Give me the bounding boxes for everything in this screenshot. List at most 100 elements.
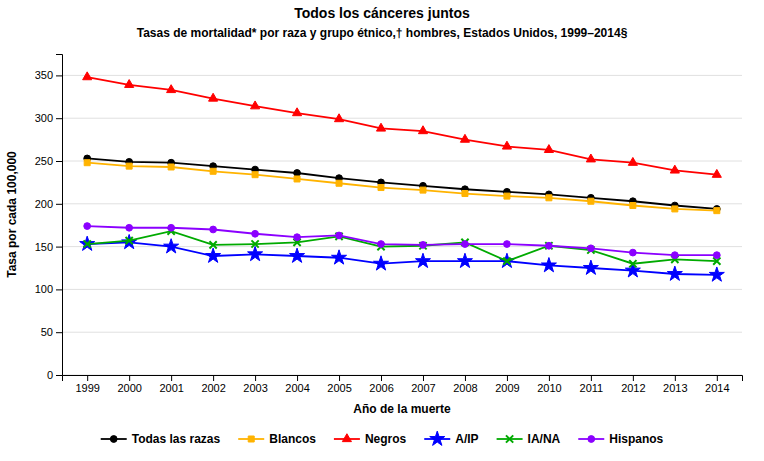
- x-axis-label: Año de la muerte: [353, 402, 451, 416]
- point: [503, 258, 510, 265]
- tick-label: 2007: [411, 382, 435, 394]
- tick-mark: [87, 375, 88, 381]
- y-axis: 050100150200250300350: [35, 55, 63, 382]
- point: [714, 208, 720, 214]
- tick-mark: [255, 375, 256, 381]
- point: [210, 168, 216, 174]
- legend-label: IA/NA: [528, 432, 561, 446]
- tick-label: 50: [41, 326, 53, 338]
- legend: Todas las razasBlancosNegrosA/IPIA/NAHis…: [101, 431, 664, 446]
- line: [87, 77, 717, 175]
- legend-item: Blancos: [238, 432, 316, 446]
- legend-label: A/IP: [455, 432, 478, 446]
- point: [462, 191, 468, 197]
- point: [294, 170, 301, 177]
- tick-label: 150: [35, 241, 53, 253]
- tick: 2014: [705, 375, 729, 394]
- tick-label: 2012: [621, 382, 645, 394]
- tick-label: 2004: [285, 382, 309, 394]
- tick-mark: [297, 375, 298, 381]
- series: [84, 155, 720, 212]
- point: [588, 198, 594, 204]
- tick: 2008: [453, 375, 477, 394]
- line: [87, 226, 717, 255]
- point: [209, 241, 216, 248]
- point: [332, 250, 347, 264]
- tick-label: 2005: [327, 382, 351, 394]
- tick: 150: [35, 241, 62, 253]
- point: [709, 267, 724, 281]
- point: [168, 224, 175, 231]
- tick-mark: [381, 375, 382, 381]
- grid-line: [62, 161, 742, 162]
- point: [84, 223, 91, 230]
- point: [168, 164, 174, 170]
- tick-label: 2006: [369, 382, 393, 394]
- point: [671, 252, 678, 259]
- point: [420, 187, 426, 193]
- point: [294, 176, 300, 182]
- point: [420, 242, 427, 249]
- tick-label: 2014: [705, 382, 729, 394]
- tick-label: 300: [35, 112, 53, 124]
- tick-label: 1999: [75, 382, 99, 394]
- title: Todos los cánceres juntos: [294, 5, 470, 21]
- point: [335, 233, 342, 240]
- point: [545, 242, 552, 249]
- line: [87, 158, 717, 209]
- tick-label: 250: [35, 155, 53, 167]
- tick: 1999: [75, 375, 99, 394]
- tick: 0: [47, 369, 62, 381]
- tick-mark: [465, 375, 466, 381]
- tick: 2000: [117, 375, 141, 394]
- grid-line: [62, 332, 742, 333]
- tick-label: 350: [35, 69, 53, 81]
- tick: 2009: [495, 375, 519, 394]
- tick-mark: [56, 75, 62, 76]
- point: [376, 123, 385, 131]
- tick-label: 2001: [159, 382, 183, 394]
- point: [712, 169, 721, 177]
- tick-mark: [171, 375, 172, 381]
- point: [629, 260, 636, 267]
- axis-line: [56, 55, 63, 376]
- legend-item: IA/NA: [497, 432, 561, 446]
- tick-mark: [675, 375, 676, 381]
- tick: 50: [41, 326, 62, 338]
- point: [293, 108, 302, 116]
- series: [84, 228, 721, 268]
- point: [252, 230, 259, 237]
- series: [84, 223, 720, 259]
- point: [628, 157, 637, 165]
- point: [541, 258, 556, 272]
- point: [251, 101, 260, 109]
- tick-mark: [56, 332, 62, 333]
- point: [167, 85, 176, 93]
- tick-mark: [56, 118, 62, 119]
- point: [460, 134, 469, 142]
- tick: 250: [35, 155, 62, 167]
- legend-symbol: [506, 435, 513, 442]
- tick: 2003: [243, 375, 267, 394]
- legend-symbol: [342, 434, 351, 442]
- legend-item: Todas las razas: [101, 432, 221, 446]
- tick-label: 2011: [580, 382, 604, 394]
- tick-mark: [717, 375, 718, 381]
- tick-label: 2013: [663, 382, 687, 394]
- point: [126, 237, 133, 244]
- tick-mark: [423, 375, 424, 381]
- grid-line: [62, 289, 742, 290]
- point: [294, 234, 301, 241]
- tick: 2010: [537, 375, 561, 394]
- tick-mark: [549, 375, 550, 381]
- marks: [80, 72, 725, 281]
- point: [248, 246, 263, 260]
- point: [583, 260, 598, 274]
- point: [418, 126, 427, 134]
- point: [84, 160, 90, 166]
- tick-label: 2010: [537, 382, 561, 394]
- point: [586, 154, 595, 162]
- tick: 2007: [411, 375, 435, 394]
- tick-label: 2002: [201, 382, 225, 394]
- point: [546, 195, 552, 201]
